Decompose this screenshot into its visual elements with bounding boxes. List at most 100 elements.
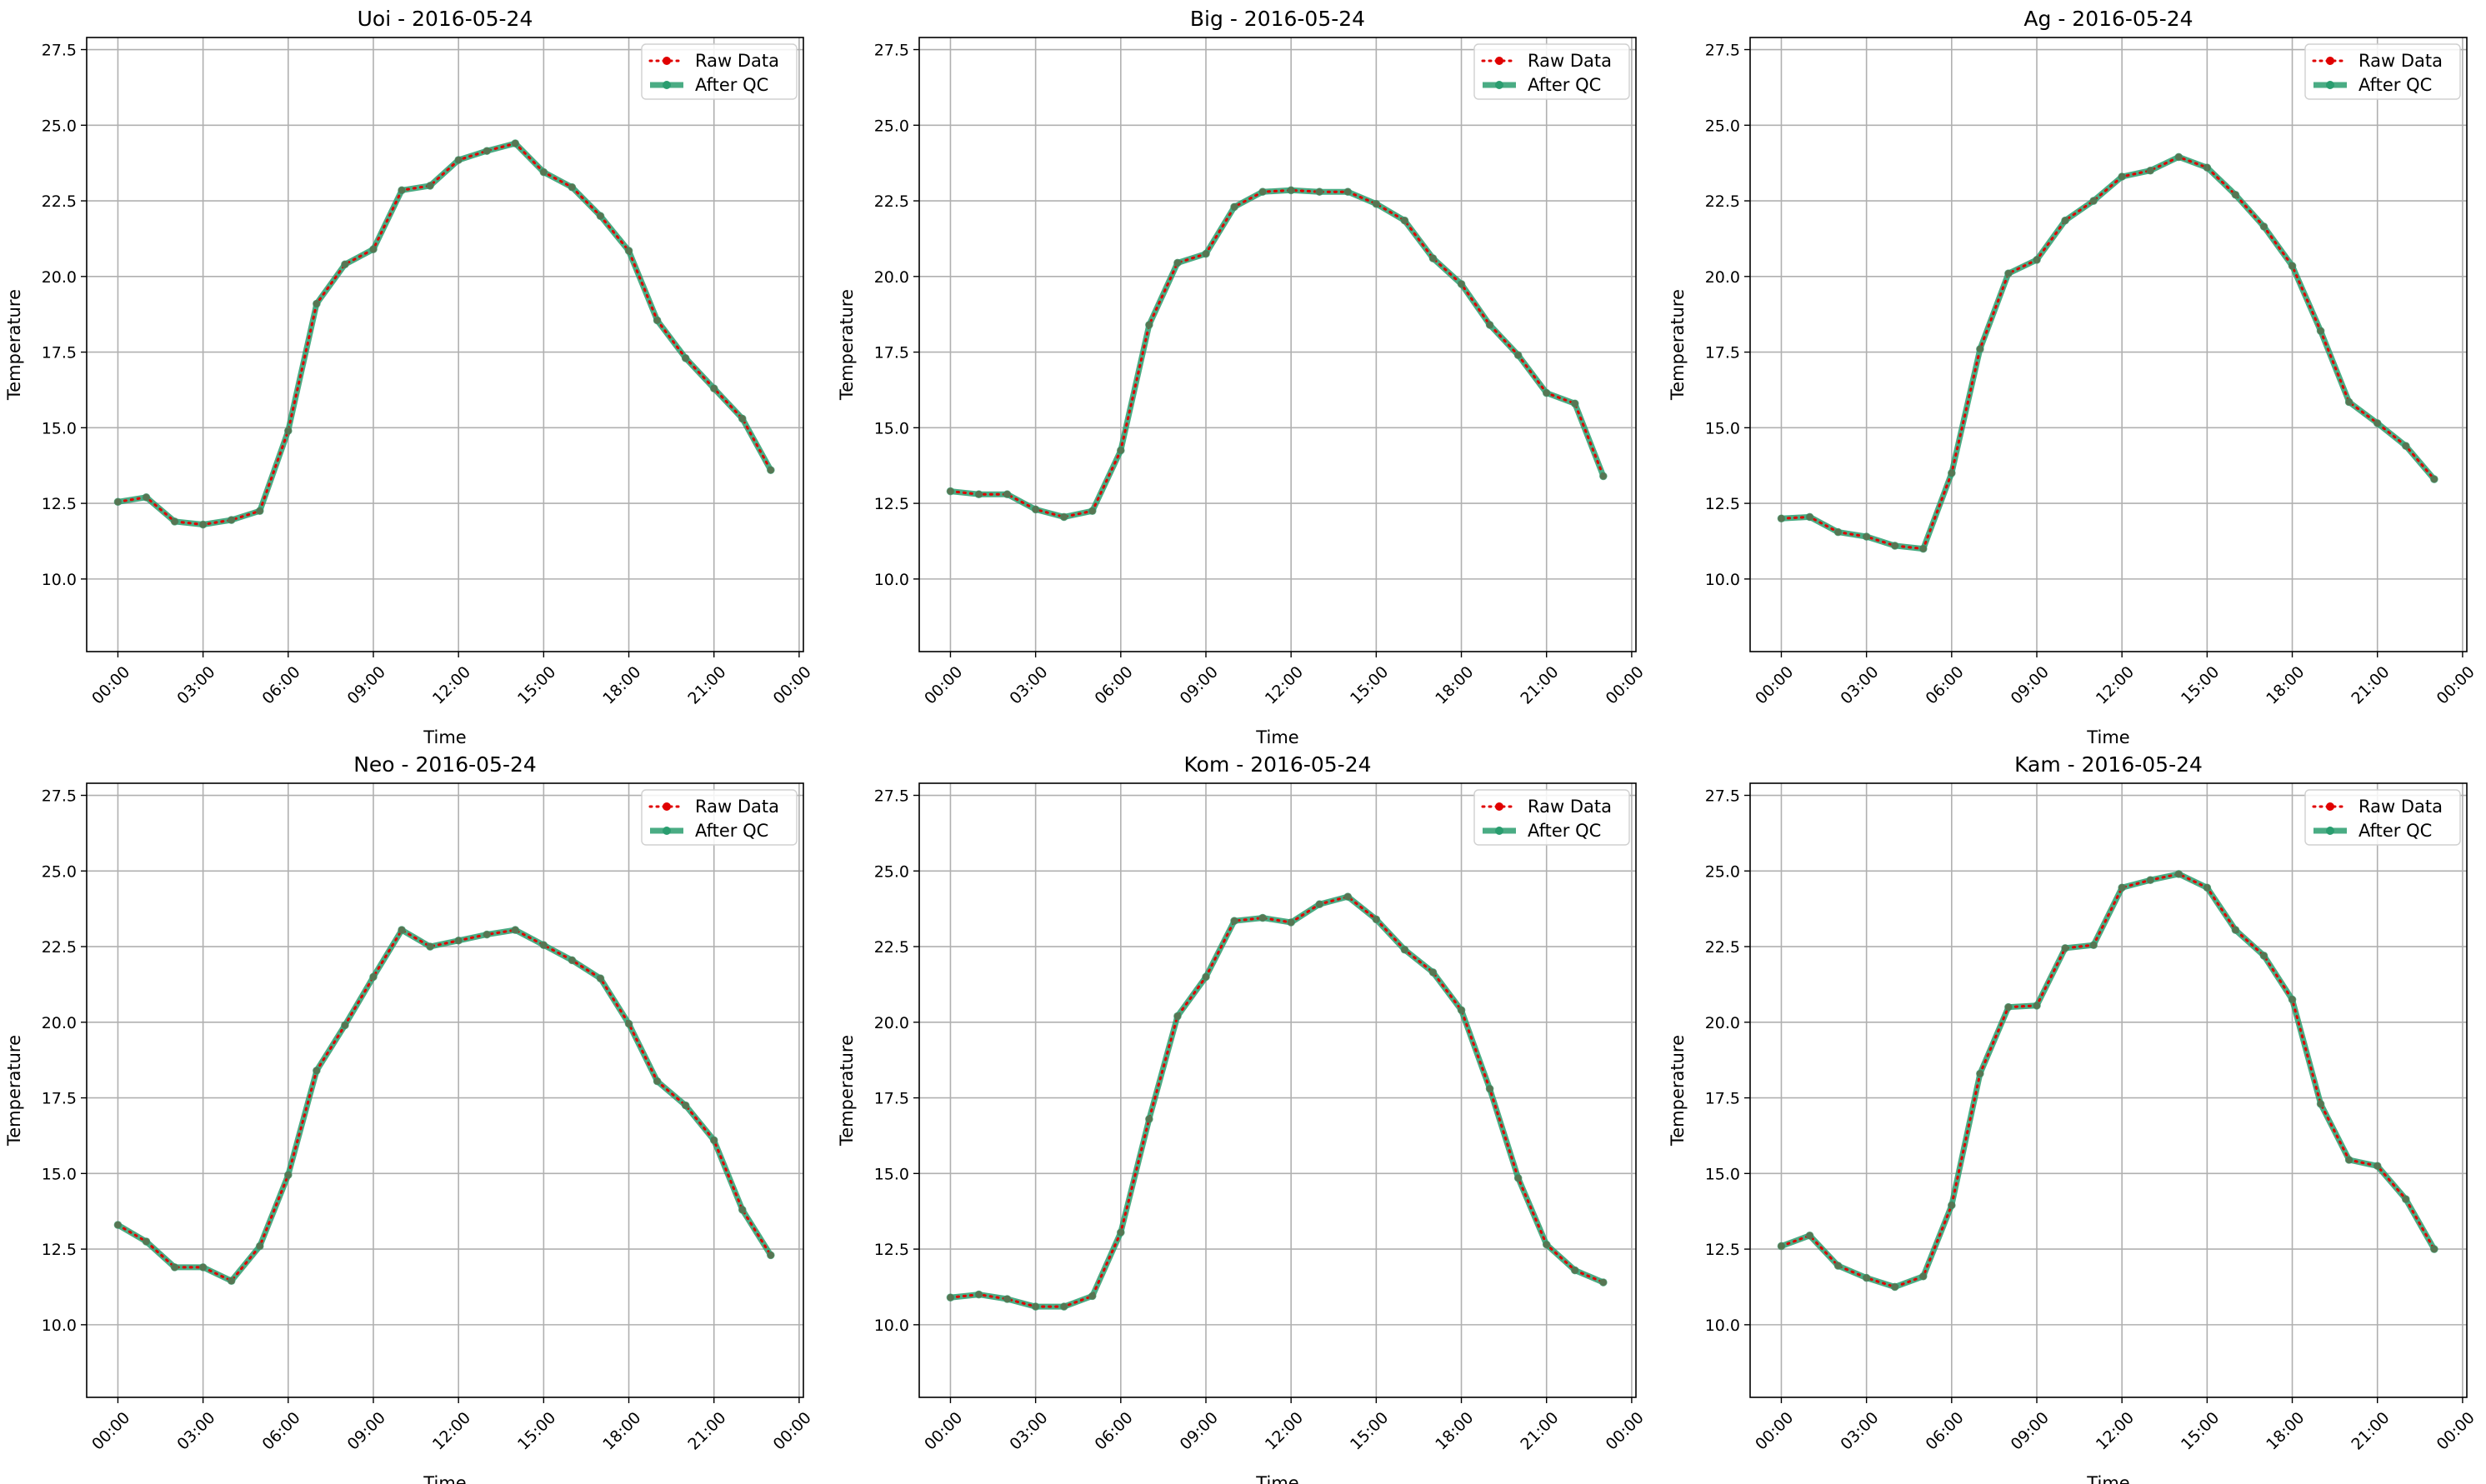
legend-marker-after-qc <box>2326 81 2334 89</box>
data-point-after-qc <box>142 493 151 502</box>
x-axis-label: Time <box>1255 1473 1298 1484</box>
y-tick-label: 25.0 <box>874 862 909 881</box>
legend-label-after-qc: After QC <box>2358 821 2432 841</box>
x-tick-label: 00:00 <box>921 1408 966 1453</box>
y-axis-label: Temperature <box>4 1035 24 1147</box>
data-point-after-qc <box>1031 505 1040 514</box>
legend-label-after-qc: After QC <box>2358 75 2432 95</box>
data-point-after-qc <box>539 941 548 950</box>
x-tick-label: 03:00 <box>173 662 218 707</box>
data-point-after-qc <box>483 147 492 155</box>
data-point-after-qc <box>568 956 577 965</box>
data-point-after-qc <box>2089 197 2098 205</box>
data-point-after-qc <box>2089 941 2098 950</box>
legend-marker-after-qc <box>2326 827 2334 835</box>
x-tick-label: 00:00 <box>2433 1408 2478 1453</box>
data-point-after-qc <box>198 520 208 529</box>
legend-label-raw-data: Raw Data <box>2358 797 2443 817</box>
data-point-after-qc <box>341 1021 349 1030</box>
x-tick-label: 18:00 <box>2263 662 2308 707</box>
y-axis-label: Temperature <box>837 1035 857 1147</box>
series-line-raw-data <box>949 188 1605 518</box>
x-tick-label: 03:00 <box>1837 662 1882 707</box>
series-line-raw-data <box>949 895 1605 1308</box>
axes-frame <box>86 37 804 652</box>
data-point-after-qc <box>539 167 548 177</box>
y-tick-label: 22.5 <box>42 938 77 957</box>
y-tick-label: 27.5 <box>42 787 77 806</box>
data-point-after-qc <box>170 517 179 526</box>
data-point-after-qc <box>2430 475 2438 483</box>
x-tick-label: 12:00 <box>2093 1408 2138 1453</box>
data-point-after-qc <box>511 139 520 147</box>
y-tick-label: 17.5 <box>874 1090 909 1108</box>
chart-title: Big - 2016-05-24 <box>1190 7 1365 31</box>
legend-marker-raw-data <box>663 57 671 65</box>
data-point-after-qc <box>2430 1245 2438 1253</box>
legend-label-raw-data: Raw Data <box>1528 51 1612 71</box>
data-point-after-qc <box>1777 514 1786 523</box>
data-point-after-qc <box>2288 262 2297 270</box>
data-point-after-qc <box>2203 163 2212 172</box>
x-axis-label: Time <box>423 1473 466 1484</box>
data-point-after-qc <box>2373 419 2382 427</box>
data-point-after-qc <box>227 1277 236 1286</box>
x-tick-label: 00:00 <box>770 1408 815 1453</box>
x-tick-label: 06:00 <box>1091 1408 1136 1453</box>
axes-frame <box>918 782 1637 1398</box>
data-point-after-qc <box>1890 1282 1899 1292</box>
chart-panel: 10.0 12.5 15.0 17.5 20.0 22.5 25.0 27.5 00:00 03:… <box>4 7 815 747</box>
x-tick-label: 12:00 <box>1262 1408 1307 1453</box>
y-tick-label: 25.0 <box>874 117 909 135</box>
x-tick-label: 00:00 <box>1752 1408 1797 1453</box>
y-tick-label: 20.0 <box>1705 1014 1740 1032</box>
data-point-after-qc <box>1400 945 1409 954</box>
data-point-after-qc <box>284 427 293 435</box>
data-point-after-qc <box>1088 507 1097 515</box>
data-point-after-qc <box>2061 216 2069 225</box>
data-point-after-qc <box>1372 915 1381 924</box>
y-tick-label: 20.0 <box>874 268 909 287</box>
data-point-after-qc <box>1258 913 1267 922</box>
chart-title: Uoi - 2016-05-24 <box>358 7 533 31</box>
data-point-after-qc <box>1918 1272 1928 1281</box>
data-point-after-qc <box>2344 397 2353 407</box>
series-line-after-qc <box>1778 871 2438 1290</box>
data-point-after-qc <box>1202 972 1210 982</box>
data-point-after-qc <box>170 1263 179 1272</box>
y-tick-label: 10.0 <box>42 1317 77 1335</box>
data-point-after-qc <box>1145 1115 1153 1123</box>
data-point-after-qc <box>454 936 463 945</box>
data-point-after-qc <box>1948 1201 1956 1210</box>
y-tick-label: 17.5 <box>1705 344 1740 362</box>
data-point-after-qc <box>1457 1006 1466 1015</box>
y-tick-label: 27.5 <box>1705 42 1740 60</box>
data-point-after-qc <box>596 212 605 221</box>
y-tick-label: 15.0 <box>42 1165 77 1183</box>
x-tick-label: 03:00 <box>1837 1408 1882 1453</box>
data-point-after-qc <box>1805 1231 1814 1240</box>
legend-marker-raw-data <box>2326 57 2334 65</box>
data-point-after-qc <box>1230 202 1238 212</box>
data-point-after-qc <box>2316 327 2325 335</box>
series-line-after-qc <box>948 187 1607 520</box>
data-point-after-qc <box>1145 321 1153 329</box>
data-point-after-qc <box>426 942 434 951</box>
legend-label-raw-data: Raw Data <box>2358 51 2443 71</box>
legend-label-after-qc: After QC <box>1528 75 1601 95</box>
data-point-after-qc <box>2231 926 2240 934</box>
data-point-after-qc <box>1862 532 1871 541</box>
data-point-after-qc <box>1173 258 1182 267</box>
chart-title: Ag - 2016-05-24 <box>2023 7 2193 31</box>
data-point-after-qc <box>2174 870 2183 878</box>
chart-title: Kom - 2016-05-24 <box>1184 752 1372 777</box>
data-point-after-qc <box>454 156 463 164</box>
data-point-after-qc <box>738 414 747 423</box>
data-point-after-qc <box>227 516 236 524</box>
data-point-after-qc <box>2259 222 2268 231</box>
y-axis-label: Temperature <box>1668 1035 1688 1147</box>
legend-marker-after-qc <box>663 81 671 89</box>
data-point-after-qc <box>2118 883 2126 892</box>
data-point-after-qc <box>2174 152 2183 162</box>
x-tick-label: 21:00 <box>684 662 729 707</box>
